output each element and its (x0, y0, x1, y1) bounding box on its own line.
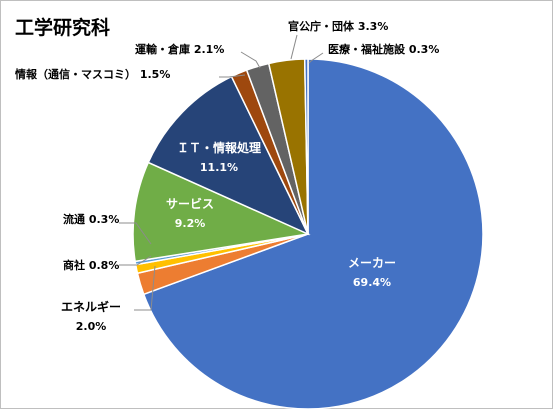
data-label-9: 医療・福祉施設 0.3% (328, 42, 439, 56)
slice-4 (132, 161, 311, 263)
slice-0 (142, 58, 484, 410)
chart-title: 工学研究科 (15, 16, 110, 39)
data-label-value-7: 2.1% (194, 43, 225, 56)
data-label-name-5: ＩＴ・情報処理 (177, 140, 261, 155)
slice-5 (147, 75, 310, 236)
data-label-value-9: 0.3% (409, 43, 440, 56)
data-label-name-4: サービス (166, 196, 214, 211)
data-label-name-6: 情報（通信・マスコミ） (15, 67, 140, 81)
slice-9 (303, 58, 309, 235)
data-label-value-8: 3.3% (358, 20, 389, 33)
data-label-value-0: 69.4% (353, 276, 391, 289)
data-label-0: メーカー 69.4% (348, 256, 396, 289)
data-label-value-6: 1.5% (140, 68, 171, 81)
data-label-5: ＩＴ・情報処理 11.1% (177, 140, 261, 174)
leader-line-2 (119, 255, 152, 266)
data-label-name-1: エネルギー (61, 299, 121, 314)
data-label-name-7: 運輸・倉庫 (135, 42, 194, 56)
data-label-value-2: 0.8% (89, 259, 120, 272)
data-labels: メーカー 69.4% エネルギー 2.0% 商社 0.8% 流通 0.3% サービス 9.2%… (15, 19, 439, 333)
data-label-value-4: 9.2% (175, 217, 206, 230)
pie-slices (132, 58, 484, 410)
data-label-name-2: 商社 (63, 258, 89, 272)
data-label-name-3: 流通 (63, 212, 89, 226)
data-label-value-5: 11.1% (200, 161, 238, 174)
data-label-4: サービス 9.2% (166, 196, 214, 230)
data-label-value-1: 2.0% (76, 320, 107, 333)
leader-line-1 (134, 265, 156, 311)
data-label-name-9: 医療・福祉施設 (328, 42, 409, 56)
leader-line-3 (119, 222, 152, 245)
data-label-3: 流通 0.3% (63, 212, 119, 226)
data-label-name-8: 官公庁・団体 (288, 19, 358, 33)
data-label-value-3: 0.3% (89, 213, 120, 226)
data-label-1: エネルギー 2.0% (61, 299, 121, 333)
data-label-name-0: メーカー (348, 256, 396, 270)
leader-line-6 (219, 74, 246, 78)
leader-lines (119, 34, 324, 311)
data-label-8: 官公庁・団体 3.3% (288, 19, 388, 33)
data-label-2: 商社 0.8% (63, 258, 119, 272)
leader-line-7 (240, 51, 261, 69)
leader-line-9 (308, 52, 324, 64)
data-label-6: 情報（通信・マスコミ） 1.5% (15, 67, 170, 81)
data-label-7: 運輸・倉庫 2.1% (135, 42, 224, 56)
leader-line-8 (290, 34, 298, 60)
